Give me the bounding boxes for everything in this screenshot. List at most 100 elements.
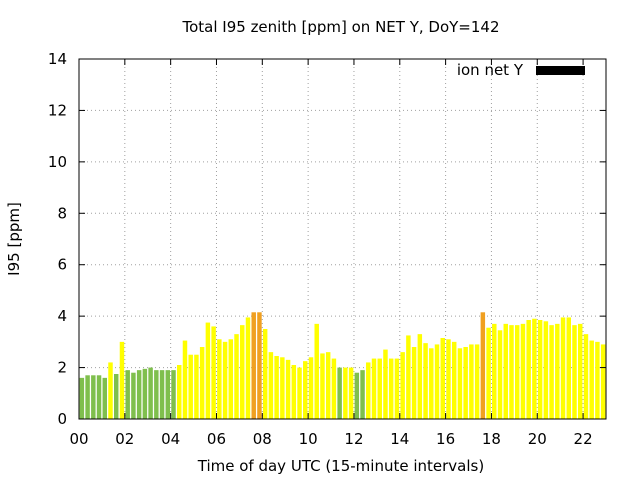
x-tick-label: 02 [115, 430, 134, 448]
bar [182, 340, 188, 419]
bar [251, 312, 256, 419]
x-tick-label: 10 [299, 430, 318, 448]
bar [228, 339, 234, 419]
bar [257, 312, 262, 419]
y-tick-label: 14 [48, 50, 67, 68]
bar [406, 335, 411, 419]
grid [79, 59, 606, 419]
bar [125, 370, 130, 419]
bar [486, 327, 491, 419]
bar [566, 317, 571, 419]
bar [268, 352, 274, 419]
bar [188, 354, 193, 419]
x-tick-label: 04 [161, 430, 180, 448]
x-tick-label: 18 [482, 430, 501, 448]
bar [331, 358, 337, 419]
bar [85, 375, 90, 419]
bar [446, 339, 451, 419]
bar [589, 340, 594, 419]
bar [474, 344, 480, 419]
bar [537, 320, 543, 419]
bar [222, 341, 228, 419]
bar [148, 367, 153, 419]
y-tick-label: 6 [57, 256, 67, 274]
bar [165, 370, 171, 419]
y-axis-label: I95 [ppm] [5, 202, 23, 276]
bar [194, 354, 199, 419]
bar [114, 374, 119, 419]
y-tick-label: 8 [57, 204, 67, 222]
bar [377, 358, 382, 419]
bar [199, 347, 205, 419]
bar [366, 362, 371, 419]
bar [549, 325, 554, 419]
bar [577, 323, 583, 419]
bar [136, 370, 142, 419]
bar [285, 359, 291, 419]
x-tick-label: 12 [344, 430, 363, 448]
x-tick-label: 22 [574, 430, 593, 448]
bar [492, 323, 497, 419]
bar [520, 323, 526, 419]
bar [440, 338, 445, 419]
bar [177, 365, 182, 419]
bar [503, 323, 508, 419]
x-tick-label: 08 [253, 430, 272, 448]
bar [543, 321, 549, 419]
bars [79, 312, 606, 419]
bar [509, 325, 514, 419]
bar [337, 367, 342, 419]
x-tick-label: 00 [69, 430, 88, 448]
x-tick-label: 14 [390, 430, 409, 448]
x-tick-label: 16 [436, 430, 455, 448]
bar [360, 370, 365, 419]
bar [325, 352, 331, 419]
bar [240, 325, 245, 419]
bar [560, 317, 566, 419]
bar [423, 343, 428, 419]
chart-title: Total I95 zenith [ppm] on NET Y, DoY=142 [181, 18, 499, 36]
bar [234, 334, 239, 419]
bar [463, 347, 468, 419]
bar [555, 323, 560, 419]
bar [245, 317, 251, 419]
bar [280, 357, 285, 419]
bar [514, 325, 520, 419]
bar [595, 341, 600, 419]
bar [274, 356, 279, 419]
bar [497, 330, 503, 419]
bar [343, 367, 348, 419]
bar [348, 367, 354, 419]
bar [480, 312, 486, 419]
bar [354, 372, 360, 419]
y-tick-label: 10 [48, 153, 67, 171]
bar [159, 370, 165, 419]
bar [572, 325, 577, 419]
bar [79, 377, 85, 419]
bar [291, 365, 297, 419]
bar [429, 348, 434, 419]
bar [211, 326, 216, 419]
bar [469, 344, 474, 419]
x-tick-label: 20 [528, 430, 547, 448]
x-axis-label: Time of day UTC (15-minute intervals) [197, 457, 484, 475]
bar [119, 341, 125, 419]
bar [142, 368, 148, 419]
bar [400, 352, 405, 419]
bar [102, 377, 108, 419]
bar [371, 358, 377, 419]
bar [411, 347, 417, 419]
bar [308, 357, 314, 419]
bar [262, 329, 268, 419]
legend: ion net Y [457, 61, 585, 79]
bar [532, 318, 537, 419]
legend-label: ion net Y [457, 61, 524, 79]
bar [583, 334, 589, 419]
bar [388, 358, 394, 419]
bar [108, 362, 113, 419]
bar [394, 358, 400, 419]
bar [434, 344, 440, 419]
bar [131, 372, 136, 419]
